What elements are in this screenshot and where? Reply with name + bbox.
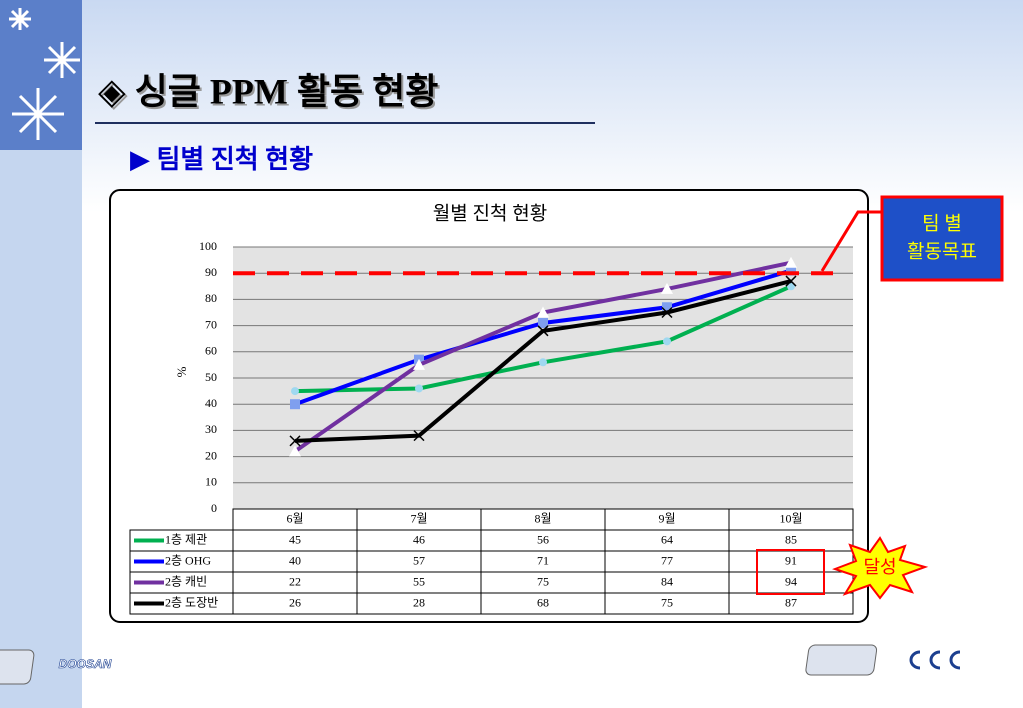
table-value: 28 [413,595,425,609]
table-value: 64 [661,532,673,546]
marker [289,445,301,457]
y-tick-label: 10 [205,475,217,489]
table-value: 85 [785,532,797,546]
table-value: 91 [785,553,797,567]
y-tick-label: 90 [205,265,217,279]
table-value: 84 [661,574,673,588]
target-label: 활동목표 [907,240,977,262]
y-axis-label: % [174,366,189,377]
x-tick-label: 6월 [286,511,303,525]
x-tick-label: 7월 [410,511,427,525]
table-value: 71 [537,553,549,567]
legend-label: 2층 캐빈 [165,574,207,588]
table-value: 57 [413,553,425,567]
table-value: 87 [785,595,797,609]
target-label: 팀 별 [922,212,962,234]
x-tick-label: 8월 [534,511,551,525]
title-shadow: ◈ 싱글 PPM 활동 현황 [100,73,440,113]
table-value: 55 [413,574,425,588]
table-value: 45 [289,532,301,546]
table-value: 75 [661,595,673,609]
callout-leader [820,210,882,272]
achievement-box [756,549,825,595]
marker [537,325,549,337]
y-tick-label: 60 [205,344,217,358]
marker [662,302,672,313]
table-value: 68 [537,595,549,609]
marker [291,387,299,396]
legend-label: 2층 도장반 [165,595,218,609]
achievement-label: 달성 [863,557,896,577]
marker [663,337,671,346]
slide-title: ◈ 싱글 PPM 활동 현황 [98,71,438,111]
marker [785,256,797,268]
target-callout [880,195,1004,282]
x-tick-label: 10월 [779,511,802,525]
marker [787,282,795,291]
marker [539,358,547,367]
table-value: 75 [537,574,549,588]
y-tick-label: 70 [205,317,217,331]
legend-label: 1층 제관 [165,532,207,546]
table-value: 26 [289,595,301,609]
y-tick-label: 80 [205,291,217,305]
logo-right [805,644,878,676]
table-value: 94 [785,574,797,588]
y-tick-label: 50 [205,370,217,384]
marker [786,265,796,276]
slide-subtitle: ▶ 팀별 진척 현황 [130,145,313,174]
y-tick-label: 100 [199,239,217,253]
table-value: 40 [289,553,301,567]
logo-mark [909,650,961,670]
y-tick-label: 40 [205,396,217,410]
marker [661,282,673,294]
marker [661,306,673,319]
achievement-burst [832,536,929,600]
table-value: 22 [289,574,301,588]
table-value: 56 [537,532,549,546]
y-tick-label: 0 [211,501,217,515]
marker [289,435,301,447]
x-tick-label: 9월 [658,511,675,525]
marker [538,317,548,328]
table-value: 46 [413,532,425,546]
snowflakes [9,8,80,140]
marker [415,384,423,393]
marker [290,399,300,410]
logo-left [0,649,35,685]
logo-text: DOOSAN [59,657,112,671]
marker [785,275,797,287]
marker [537,306,549,318]
marker [413,430,425,442]
table-value: 77 [661,553,673,567]
legend-label: 2층 OHG [165,553,211,567]
y-tick-label: 20 [205,448,217,462]
marker [413,358,425,370]
chart-title: 월별 진척 현황 [433,202,547,224]
sidebar-top [0,0,82,150]
y-tick-label: 30 [205,422,217,436]
